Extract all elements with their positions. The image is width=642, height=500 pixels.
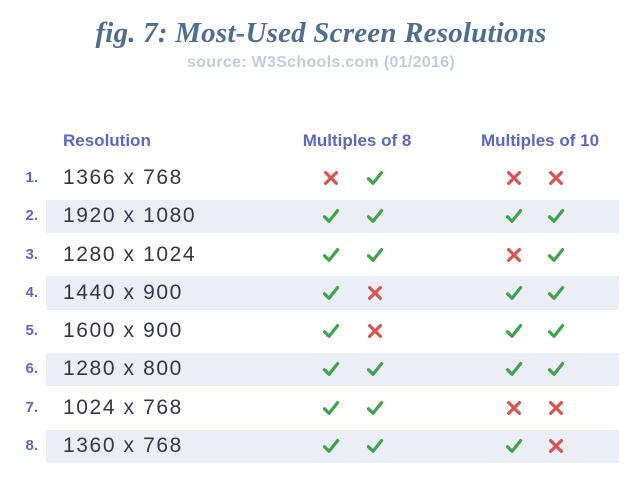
- check-icon: [365, 359, 385, 379]
- check-icon: [504, 283, 524, 303]
- cross-icon: [365, 321, 385, 341]
- check-icon: [504, 206, 524, 226]
- table-row: 2. 1920 x 1080: [0, 197, 642, 235]
- page-title: fig. 7: Most-Used Screen Resolutions: [95, 17, 547, 49]
- check-icon: [321, 321, 341, 341]
- check-icon: [365, 206, 385, 226]
- row-rank-label: 8.: [25, 437, 38, 455]
- check-icon: [546, 245, 566, 265]
- cross-icon: [546, 168, 566, 188]
- check-icon: [504, 359, 524, 379]
- check-icon: [365, 168, 385, 188]
- row-resolution-value: 1366 x 768: [63, 166, 183, 189]
- check-icon: [365, 398, 385, 418]
- check-icon: [546, 206, 566, 226]
- row-resolution-value: 1920 x 1080: [63, 204, 197, 228]
- table-row: 8. 1360 x 768: [0, 427, 642, 465]
- cross-icon: [504, 398, 524, 418]
- row-rank-label: 6.: [25, 360, 38, 378]
- check-icon: [365, 436, 385, 456]
- row-rank-label: 1.: [25, 169, 38, 186]
- table-header-row: Resolution Multiples of 8 Multiples of 1…: [0, 131, 642, 153]
- row-rank-label: 3.: [25, 245, 38, 263]
- column-header-multiples-of-10: Multiples of 10: [480, 131, 600, 150]
- column-header-multiples-of-8: Multiples of 8: [302, 131, 412, 150]
- page-subtitle: source: W3Schools.com (01/2016): [186, 54, 456, 71]
- row-resolution-value: 1360 x 768: [63, 434, 183, 458]
- cross-icon: [546, 398, 566, 418]
- row-rank-label: 5.: [25, 322, 38, 340]
- cross-icon: [546, 436, 566, 456]
- row-resolution-value: 1440 x 900: [63, 280, 183, 304]
- table-row: 1. 1366 x 768: [0, 159, 642, 197]
- row-resolution-value: 1600 x 900: [63, 319, 183, 343]
- row-rank-label: 4.: [25, 283, 38, 301]
- check-icon: [321, 245, 341, 265]
- check-icon: [504, 436, 524, 456]
- check-icon: [321, 359, 341, 379]
- check-icon: [546, 321, 566, 341]
- check-icon: [504, 321, 524, 341]
- row-resolution-value: 1280 x 1024: [63, 242, 197, 266]
- check-icon: [321, 206, 341, 226]
- table-row: 6. 1280 x 800: [0, 350, 642, 388]
- cross-icon: [321, 168, 341, 188]
- table-row: 7. 1024 x 768: [0, 389, 642, 427]
- column-header-resolution: Resolution: [63, 131, 151, 150]
- row-resolution-value: 1024 x 768: [63, 395, 183, 419]
- table-row: 3. 1280 x 1024: [0, 236, 642, 274]
- table-row: 5. 1600 x 900: [0, 312, 642, 350]
- check-icon: [365, 245, 385, 265]
- cross-icon: [365, 283, 385, 303]
- check-icon: [321, 283, 341, 303]
- check-icon: [546, 283, 566, 303]
- check-icon: [321, 436, 341, 456]
- check-icon: [321, 398, 341, 418]
- row-rank-label: 7.: [25, 398, 38, 416]
- row-resolution-value: 1280 x 800: [63, 357, 183, 381]
- resolution-table: 1. 1366 x 768 2. 1920 x 1080 3. 1280 x 1…: [0, 159, 642, 465]
- cross-icon: [504, 168, 524, 188]
- cross-icon: [504, 245, 524, 265]
- check-icon: [546, 359, 566, 379]
- row-rank-label: 2.: [25, 207, 38, 225]
- table-row: 4. 1440 x 900: [0, 274, 642, 312]
